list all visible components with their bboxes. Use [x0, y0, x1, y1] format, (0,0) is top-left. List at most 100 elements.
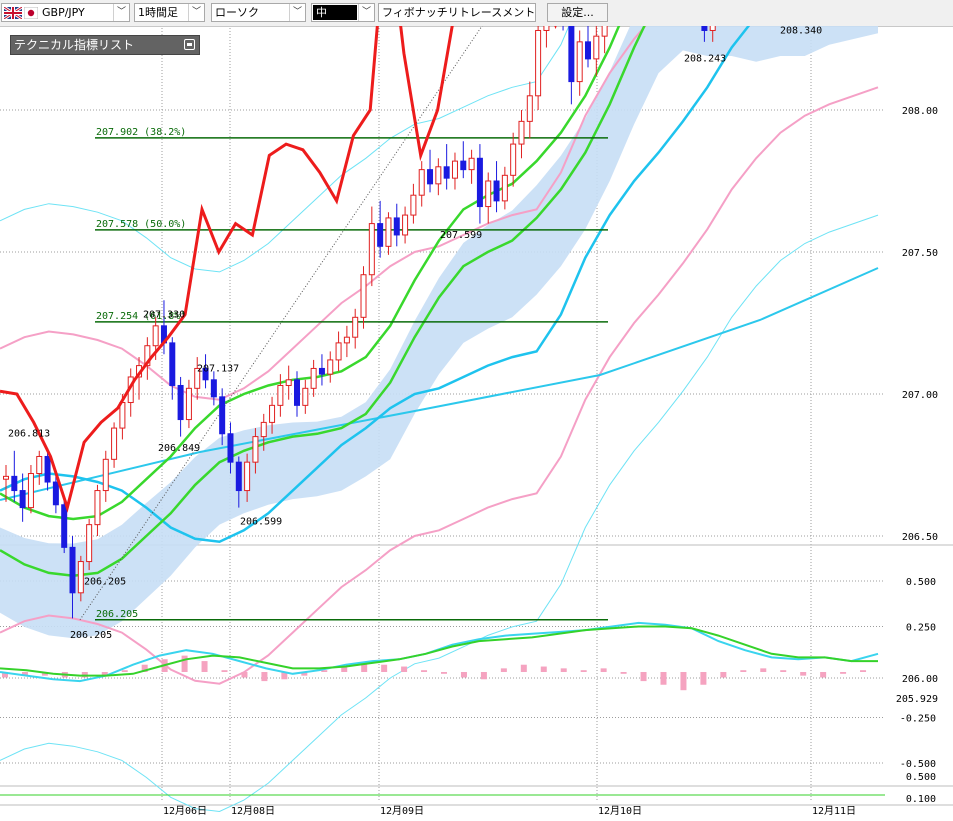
y-tick-label: 207.50 [902, 248, 938, 259]
histogram-bar [381, 664, 388, 672]
x-tick-label: 12月06日 [163, 805, 207, 817]
histogram-bar [580, 670, 587, 672]
candle-body [77, 561, 84, 594]
histogram-bar [740, 670, 747, 672]
chevron-down-icon: ﹀ [188, 4, 204, 21]
candle-body [451, 160, 458, 179]
candle-body [194, 367, 201, 389]
candle-body [501, 174, 508, 202]
bar-size-select[interactable]: 中 ﹀ [311, 3, 375, 22]
candle [244, 453, 251, 502]
histogram-bar [860, 670, 867, 672]
moving-averages [0, 26, 879, 578]
drawing-tool-value: フィボナッチリトレースメント [382, 6, 536, 19]
candle [102, 450, 109, 502]
candle [435, 158, 442, 196]
candle-body [368, 223, 375, 276]
candle-body [36, 455, 43, 475]
price-annotation: 206.849 [158, 443, 200, 454]
candle [318, 354, 325, 386]
candle [418, 161, 425, 207]
candle-body [576, 41, 583, 83]
drawing-tool-field[interactable]: フィボナッチリトレースメント [378, 3, 536, 22]
candle-body [593, 35, 600, 60]
y-tick-label: 207.00 [902, 390, 938, 401]
histogram-bar [500, 668, 507, 672]
candle [352, 308, 359, 349]
candle [294, 371, 300, 417]
candle [169, 337, 176, 400]
candle [443, 144, 450, 190]
candle-body [3, 475, 9, 480]
histogram-bar [600, 668, 607, 672]
candle-body [302, 387, 309, 406]
candle-body [27, 473, 34, 509]
histogram-bar [560, 668, 567, 672]
lower-tick-label: 0.500 [906, 772, 936, 783]
bollinger-band-line [0, 214, 879, 813]
candle-body [252, 436, 259, 463]
candle-body [385, 217, 392, 247]
candle [260, 413, 267, 451]
candle [27, 465, 34, 514]
currency-pair-value: GBP/JPY [42, 6, 85, 19]
minimize-icon[interactable] [184, 39, 195, 50]
candle-body [377, 223, 384, 247]
histogram-bar [2, 672, 8, 678]
candle [543, 26, 550, 48]
candle [402, 206, 409, 244]
candle [235, 456, 242, 508]
candle [343, 325, 350, 358]
candle [61, 499, 68, 554]
candle [86, 518, 93, 571]
cloud-area [0, 26, 878, 639]
candle [111, 422, 118, 468]
candle-body [427, 169, 434, 185]
candle-body [335, 342, 342, 361]
candle-body [94, 490, 101, 526]
candle-body [352, 316, 359, 338]
candle-body [418, 169, 425, 196]
chevron-down-icon: ﹀ [113, 4, 129, 21]
price-annotation: 207.137 [197, 363, 239, 374]
candle [377, 200, 384, 258]
uk-flag-icon [4, 7, 22, 19]
candle [177, 376, 184, 437]
candle-body [443, 166, 450, 179]
chart-style-select[interactable]: ローソク ﹀ [211, 3, 306, 22]
histogram-bar [241, 672, 248, 678]
x-tick-label: 12月08日 [231, 805, 275, 817]
histogram-bar [520, 664, 527, 672]
candle-body [260, 421, 267, 438]
chart-style-value: ローソク [215, 6, 259, 19]
candle [127, 368, 134, 417]
candle [69, 536, 76, 619]
histogram-bar [480, 672, 487, 680]
lower-tick-label: 0.100 [906, 794, 936, 805]
candle-body [202, 367, 209, 381]
histogram-bar [121, 670, 128, 672]
candle [210, 371, 217, 406]
currency-pair-select[interactable]: GBP/JPY ﹀ [1, 3, 130, 22]
histogram-bar [460, 672, 467, 678]
candle [476, 144, 483, 224]
candle [526, 81, 533, 139]
timeframe-select[interactable]: 1時間足 ﹀ [134, 3, 205, 22]
candle-body [510, 143, 517, 176]
candle-body [310, 367, 317, 389]
signal-line [0, 625, 878, 677]
price-annotations: 206.813 207.330 207.137 206.849 206.599 206.2… [8, 26, 822, 641]
candlesticks [3, 26, 716, 619]
candle [385, 212, 392, 255]
price-annotation: 206.599 [240, 517, 282, 528]
candle [535, 26, 542, 110]
candle-body [285, 379, 292, 386]
price-chart[interactable]: 208.951207.902 (38.2%)207.578 (50.0%)207… [0, 26, 953, 821]
settings-button[interactable]: 設定... [547, 3, 608, 22]
candle-body [86, 524, 93, 563]
candle-body [277, 384, 284, 406]
candle-body [152, 325, 159, 347]
candle [576, 30, 583, 96]
candle-body [709, 26, 716, 31]
indicator-list-panel[interactable]: テクニカル指標リスト [10, 35, 200, 55]
